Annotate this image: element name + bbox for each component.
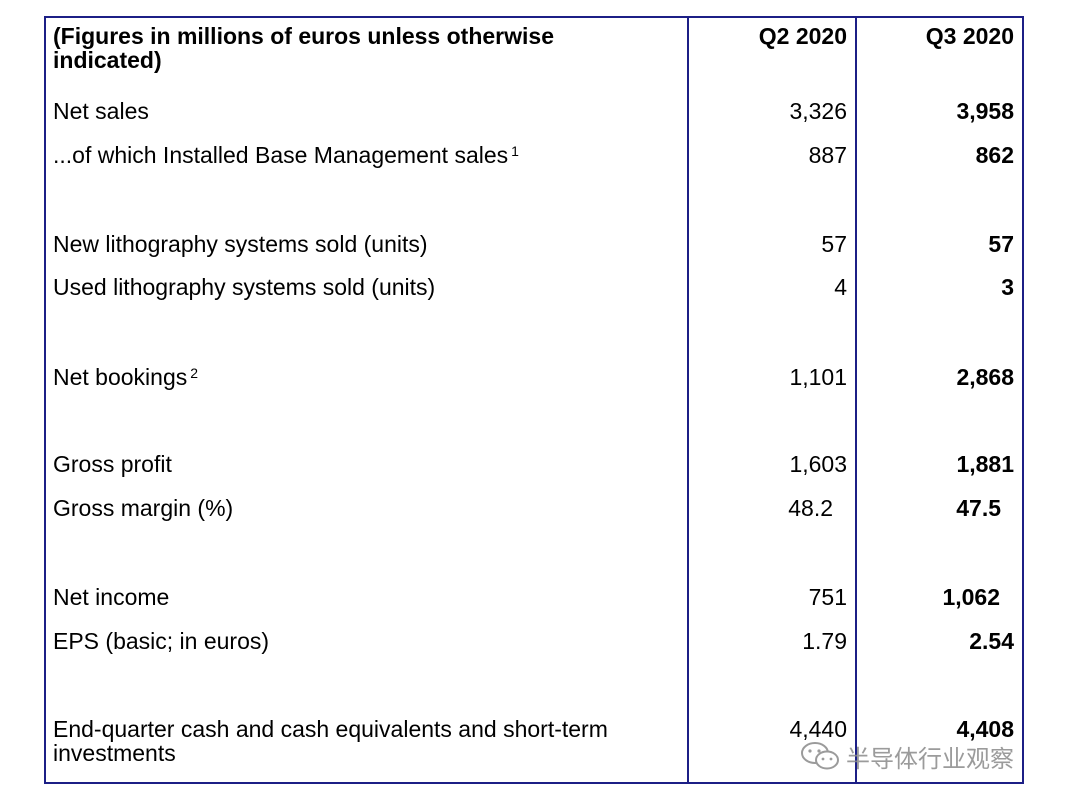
row-q3-net-income: 1,062 xyxy=(942,584,1000,610)
row-q3-cash: 4,408 xyxy=(956,716,1014,742)
row-label-gross-profit: Gross profit xyxy=(53,451,172,477)
header-label: (Figures in millions of euros unless oth… xyxy=(53,23,554,73)
row-q2-net-income: 751 xyxy=(808,584,847,610)
row-q2-net-sales: 3,326 xyxy=(789,98,847,124)
row-q2-new-systems: 57 xyxy=(821,231,847,257)
row-q3-net-sales: 3,958 xyxy=(956,98,1014,124)
column-divider-q2 xyxy=(687,16,689,784)
row-q3-gross-profit: 1,881 xyxy=(956,451,1014,477)
footnote-1: 1 xyxy=(511,143,519,159)
column-divider-q3 xyxy=(855,16,857,784)
row-q2-used-systems: 4 xyxy=(834,274,847,300)
row-label-net-income: Net income xyxy=(53,584,170,610)
row-q3-gross-margin: 47.5 xyxy=(956,495,1001,521)
row-label-eps: EPS (basic; in euros) xyxy=(53,628,270,654)
row-label-gross-margin: Gross margin (%) xyxy=(53,495,234,521)
row-label-new-systems: New lithography systems sold (units) xyxy=(53,231,428,257)
row-q3-used-systems: 3 xyxy=(1001,274,1014,300)
row-q2-installed-base: 887 xyxy=(808,142,847,168)
row-label-used-systems: Used lithography systems sold (units) xyxy=(53,274,436,300)
wechat-icon xyxy=(801,742,839,770)
row-label-installed-base: ...of which Installed Base Management sa… xyxy=(53,142,519,168)
row-q3-installed-base: 862 xyxy=(975,142,1014,168)
row-q2-cash: 4,440 xyxy=(789,716,847,742)
row-q2-gross-margin: 48.2 xyxy=(788,495,833,521)
row-q3-eps: 2.54 xyxy=(969,628,1014,654)
row-label-net-bookings: Net bookings 2 xyxy=(53,364,199,390)
footnote-2: 2 xyxy=(190,365,199,381)
header-q3: Q3 2020 xyxy=(925,23,1014,49)
table-frame xyxy=(44,16,1024,784)
row-q2-eps: 1.79 xyxy=(802,628,847,654)
watermark: 半导体行业观察 xyxy=(800,738,1014,774)
watermark-text: 半导体行业观察 xyxy=(846,744,1014,773)
row-label-cash: End-quarter cash and cash equivalents an… xyxy=(53,716,608,766)
row-q3-net-bookings: 2,868 xyxy=(956,364,1014,390)
row-q2-net-bookings: 1,101 xyxy=(789,364,847,390)
row-q3-new-systems: 57 xyxy=(988,231,1014,257)
row-q2-gross-profit: 1,603 xyxy=(789,451,847,477)
header-q2: Q2 2020 xyxy=(758,23,847,49)
row-label-net-sales: Net sales xyxy=(53,98,149,124)
